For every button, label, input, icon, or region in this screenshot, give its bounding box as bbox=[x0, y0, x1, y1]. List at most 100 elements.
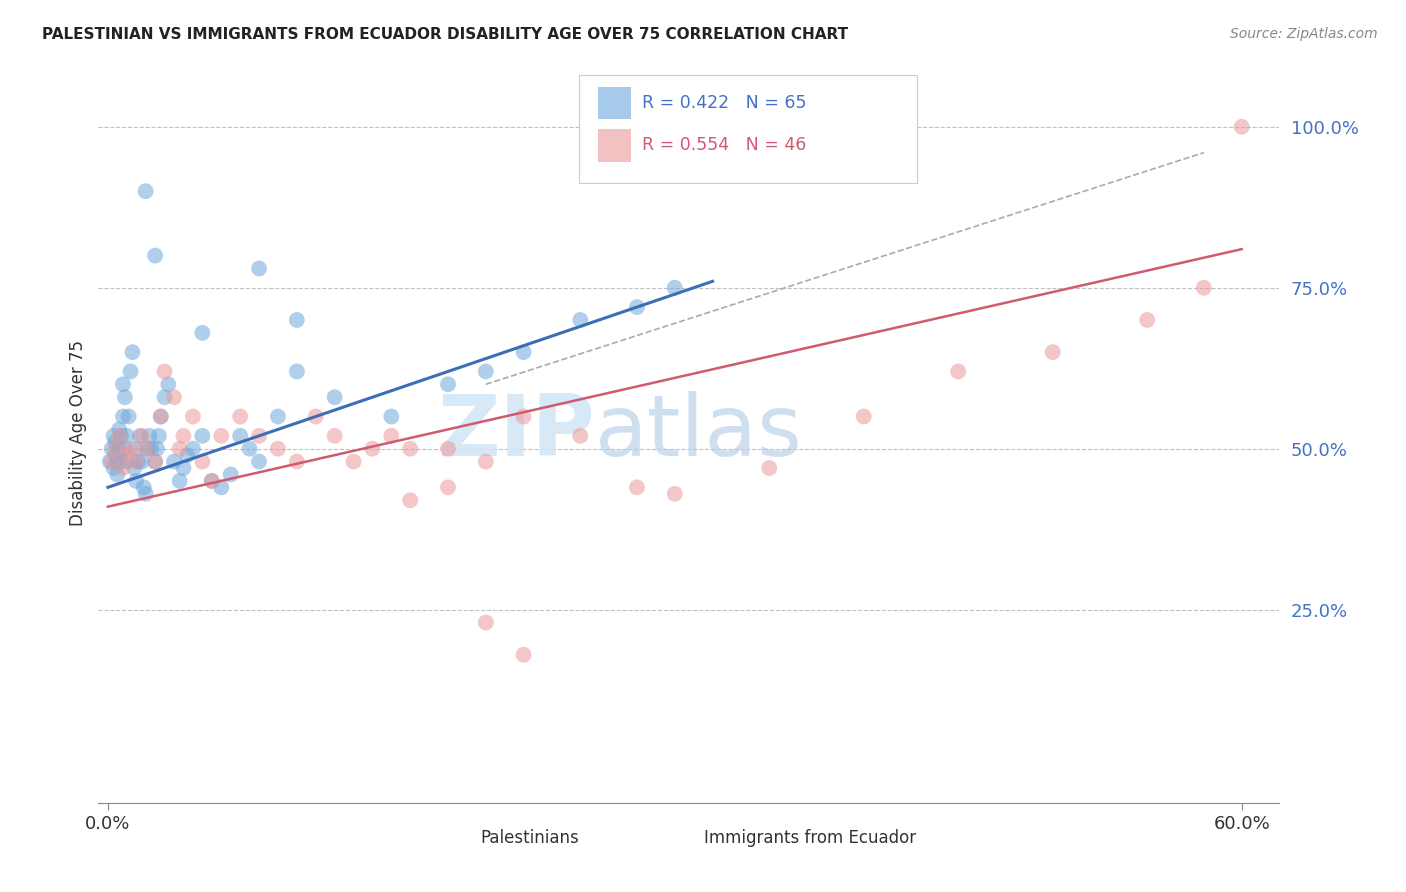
Point bbox=[380, 409, 402, 424]
Point bbox=[149, 409, 172, 424]
Point bbox=[169, 442, 191, 456]
Point bbox=[111, 461, 134, 475]
Point bbox=[100, 454, 122, 468]
Point bbox=[664, 281, 686, 295]
Point bbox=[512, 409, 534, 424]
Point bbox=[110, 454, 132, 468]
Point bbox=[475, 364, 498, 378]
Point bbox=[146, 442, 169, 456]
Point bbox=[285, 313, 308, 327]
Point bbox=[115, 454, 138, 468]
Point bbox=[108, 429, 131, 443]
FancyBboxPatch shape bbox=[598, 87, 631, 120]
Point bbox=[512, 648, 534, 662]
Point bbox=[131, 429, 153, 443]
Point bbox=[664, 487, 686, 501]
Point bbox=[125, 442, 148, 456]
Point bbox=[100, 442, 122, 456]
Point bbox=[143, 454, 166, 468]
Point bbox=[105, 467, 128, 482]
Point bbox=[758, 461, 780, 475]
Point bbox=[103, 429, 125, 443]
Point bbox=[247, 454, 270, 468]
Point bbox=[114, 390, 136, 404]
Point bbox=[163, 390, 186, 404]
Point bbox=[104, 442, 127, 456]
Point bbox=[114, 442, 136, 456]
Point bbox=[191, 429, 214, 443]
Point bbox=[437, 377, 460, 392]
Point bbox=[115, 429, 138, 443]
Point bbox=[120, 442, 142, 456]
Point bbox=[135, 487, 157, 501]
Point bbox=[103, 461, 125, 475]
Point bbox=[110, 429, 132, 443]
Point bbox=[181, 442, 204, 456]
Point bbox=[247, 429, 270, 443]
Point bbox=[125, 474, 148, 488]
Point bbox=[852, 409, 875, 424]
Point bbox=[437, 480, 460, 494]
Point bbox=[239, 442, 262, 456]
Point bbox=[323, 429, 346, 443]
FancyBboxPatch shape bbox=[447, 827, 472, 851]
Point bbox=[125, 454, 148, 468]
Point bbox=[626, 480, 648, 494]
Point bbox=[143, 249, 166, 263]
Point bbox=[209, 429, 232, 443]
Point bbox=[475, 615, 498, 630]
Point bbox=[121, 345, 143, 359]
Point bbox=[361, 442, 384, 456]
Text: Immigrants from Ecuador: Immigrants from Ecuador bbox=[704, 829, 917, 847]
Point bbox=[129, 429, 152, 443]
Point bbox=[138, 429, 160, 443]
Point bbox=[399, 442, 422, 456]
Point bbox=[948, 364, 970, 378]
Point bbox=[108, 422, 131, 436]
Point bbox=[1136, 313, 1159, 327]
Point bbox=[143, 454, 166, 468]
Text: atlas: atlas bbox=[595, 391, 803, 475]
Point bbox=[1042, 345, 1064, 359]
Point bbox=[169, 474, 191, 488]
Point bbox=[104, 448, 127, 462]
Text: R = 0.422   N = 65: R = 0.422 N = 65 bbox=[641, 95, 806, 112]
Point bbox=[111, 377, 134, 392]
Text: R = 0.554   N = 46: R = 0.554 N = 46 bbox=[641, 136, 806, 154]
Text: Palestinians: Palestinians bbox=[479, 829, 579, 847]
Point bbox=[141, 442, 163, 456]
Point bbox=[191, 326, 214, 340]
Point bbox=[131, 454, 153, 468]
Point bbox=[176, 448, 198, 462]
Point bbox=[153, 390, 176, 404]
Y-axis label: Disability Age Over 75: Disability Age Over 75 bbox=[69, 340, 87, 525]
Point bbox=[512, 345, 534, 359]
FancyBboxPatch shape bbox=[671, 827, 697, 851]
Point bbox=[399, 493, 422, 508]
Point bbox=[323, 390, 346, 404]
Point bbox=[569, 429, 592, 443]
Text: Source: ZipAtlas.com: Source: ZipAtlas.com bbox=[1230, 27, 1378, 41]
Point bbox=[267, 442, 290, 456]
Point bbox=[569, 313, 592, 327]
Point bbox=[229, 429, 252, 443]
Point bbox=[285, 364, 308, 378]
Point bbox=[475, 454, 498, 468]
Point bbox=[153, 364, 176, 378]
Point bbox=[201, 474, 224, 488]
Point bbox=[626, 300, 648, 314]
Point bbox=[1192, 281, 1215, 295]
FancyBboxPatch shape bbox=[579, 75, 917, 183]
Point bbox=[127, 454, 149, 468]
Point bbox=[118, 409, 141, 424]
Point bbox=[342, 454, 364, 468]
Point bbox=[98, 454, 121, 468]
Point bbox=[148, 429, 170, 443]
Point bbox=[132, 480, 155, 494]
Point bbox=[181, 409, 204, 424]
Point bbox=[219, 467, 242, 482]
Point bbox=[105, 454, 128, 468]
Point bbox=[172, 461, 194, 475]
Point bbox=[157, 377, 180, 392]
Point bbox=[172, 429, 194, 443]
